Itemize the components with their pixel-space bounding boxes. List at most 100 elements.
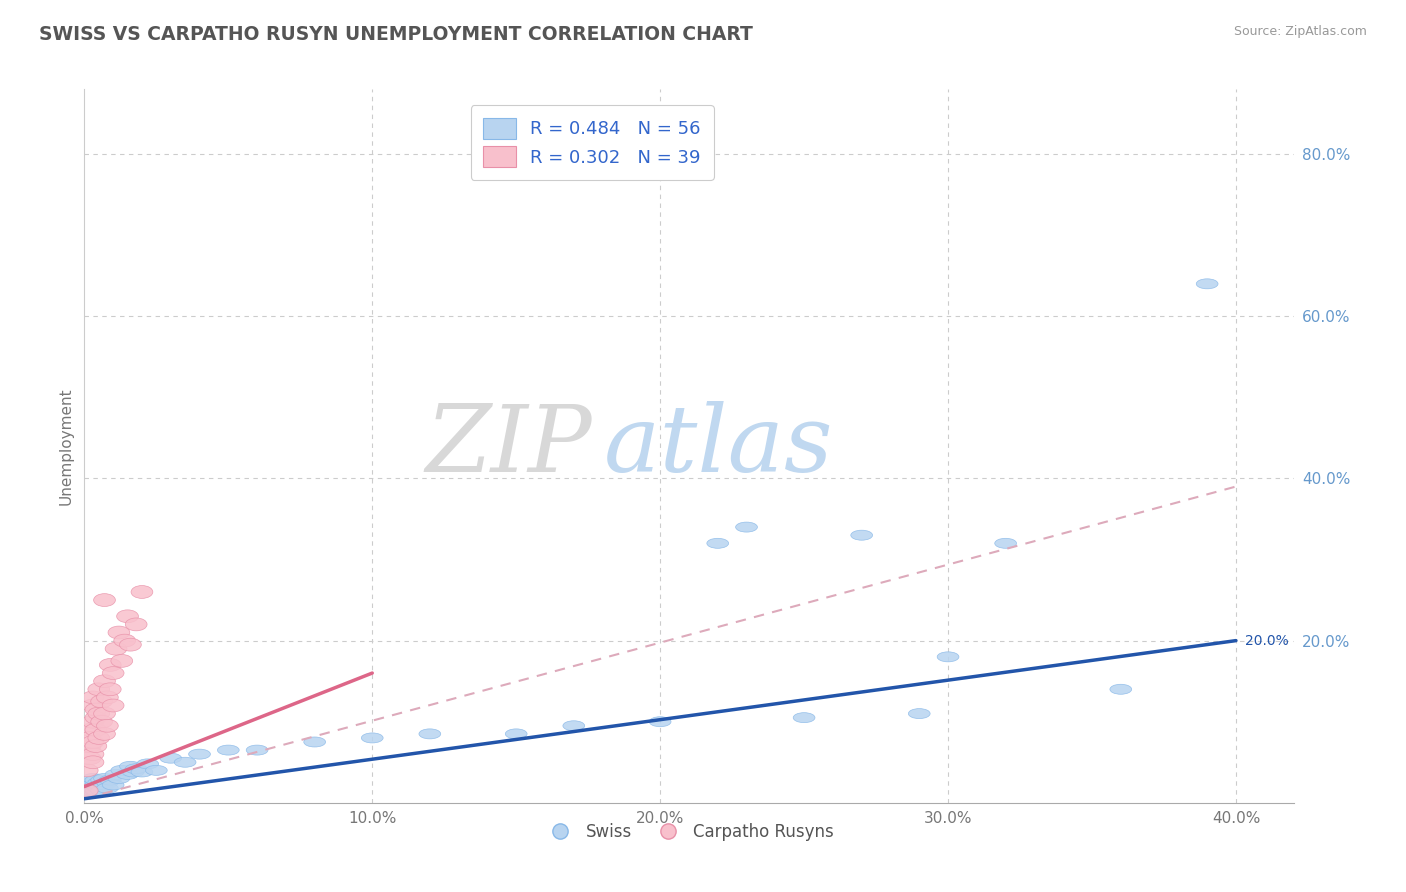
Ellipse shape — [97, 691, 118, 704]
Ellipse shape — [82, 699, 104, 712]
Ellipse shape — [100, 683, 121, 696]
Ellipse shape — [94, 707, 115, 720]
Ellipse shape — [505, 729, 527, 739]
Ellipse shape — [125, 764, 148, 773]
Ellipse shape — [131, 585, 153, 599]
Ellipse shape — [84, 739, 107, 753]
Ellipse shape — [120, 761, 142, 772]
Ellipse shape — [79, 723, 101, 736]
Ellipse shape — [97, 783, 118, 793]
Text: ZIP: ZIP — [426, 401, 592, 491]
Ellipse shape — [79, 780, 101, 790]
Ellipse shape — [87, 778, 110, 788]
Ellipse shape — [111, 765, 132, 775]
Ellipse shape — [97, 719, 118, 732]
Ellipse shape — [87, 783, 110, 793]
Text: SWISS VS CARPATHO RUSYN UNEMPLOYMENT CORRELATION CHART: SWISS VS CARPATHO RUSYN UNEMPLOYMENT COR… — [39, 25, 754, 44]
Ellipse shape — [125, 618, 148, 631]
Ellipse shape — [361, 733, 384, 743]
Ellipse shape — [87, 780, 110, 790]
Ellipse shape — [562, 721, 585, 731]
Ellipse shape — [111, 655, 132, 667]
Ellipse shape — [108, 626, 129, 639]
Ellipse shape — [76, 786, 98, 796]
Ellipse shape — [76, 784, 98, 797]
Ellipse shape — [131, 767, 153, 777]
Ellipse shape — [94, 674, 115, 688]
Ellipse shape — [103, 699, 124, 712]
Text: atlas: atlas — [605, 401, 834, 491]
Ellipse shape — [851, 530, 873, 541]
Ellipse shape — [122, 767, 145, 777]
Legend: Swiss, Carpatho Rusyns: Swiss, Carpatho Rusyns — [537, 817, 841, 848]
Ellipse shape — [793, 713, 815, 723]
Ellipse shape — [908, 708, 931, 719]
Text: 20.0%: 20.0% — [1244, 633, 1288, 648]
Ellipse shape — [82, 778, 104, 788]
Ellipse shape — [91, 775, 112, 785]
Ellipse shape — [79, 731, 101, 744]
Ellipse shape — [82, 783, 104, 793]
Ellipse shape — [84, 723, 107, 736]
Ellipse shape — [82, 736, 104, 748]
Ellipse shape — [94, 594, 115, 607]
Ellipse shape — [87, 683, 110, 696]
Ellipse shape — [87, 707, 110, 720]
Ellipse shape — [94, 780, 115, 790]
Ellipse shape — [82, 747, 104, 761]
Ellipse shape — [117, 610, 138, 623]
Ellipse shape — [79, 778, 101, 788]
Ellipse shape — [94, 728, 115, 740]
Ellipse shape — [82, 773, 104, 783]
Ellipse shape — [84, 781, 107, 791]
Ellipse shape — [84, 711, 107, 724]
Ellipse shape — [114, 634, 135, 647]
Ellipse shape — [994, 538, 1017, 549]
Ellipse shape — [100, 775, 121, 785]
Ellipse shape — [87, 731, 110, 744]
Ellipse shape — [304, 737, 326, 747]
Ellipse shape — [76, 764, 98, 777]
Ellipse shape — [82, 756, 104, 769]
Ellipse shape — [91, 786, 112, 796]
Ellipse shape — [419, 729, 440, 739]
Ellipse shape — [160, 753, 181, 764]
Ellipse shape — [84, 780, 107, 790]
Ellipse shape — [174, 757, 195, 767]
Ellipse shape — [136, 759, 159, 769]
Ellipse shape — [91, 781, 112, 791]
Ellipse shape — [145, 765, 167, 775]
Ellipse shape — [188, 749, 211, 759]
Ellipse shape — [117, 770, 138, 780]
Ellipse shape — [82, 691, 104, 704]
Ellipse shape — [91, 715, 112, 728]
Ellipse shape — [100, 658, 121, 672]
Ellipse shape — [108, 773, 129, 783]
Ellipse shape — [76, 781, 98, 791]
Ellipse shape — [246, 745, 269, 756]
Ellipse shape — [105, 770, 127, 780]
Ellipse shape — [91, 695, 112, 708]
Ellipse shape — [218, 745, 239, 756]
Ellipse shape — [82, 786, 104, 796]
Ellipse shape — [105, 642, 127, 655]
Ellipse shape — [1109, 684, 1132, 694]
Ellipse shape — [79, 752, 101, 764]
Ellipse shape — [82, 781, 104, 791]
Y-axis label: Unemployment: Unemployment — [58, 387, 73, 505]
Ellipse shape — [103, 666, 124, 680]
Ellipse shape — [84, 786, 107, 796]
Ellipse shape — [84, 703, 107, 716]
Ellipse shape — [97, 778, 118, 788]
Ellipse shape — [938, 652, 959, 662]
Ellipse shape — [120, 639, 142, 651]
Ellipse shape — [79, 783, 101, 793]
Ellipse shape — [82, 715, 104, 728]
Ellipse shape — [103, 780, 124, 790]
Ellipse shape — [735, 522, 758, 533]
Ellipse shape — [707, 538, 728, 549]
Ellipse shape — [94, 773, 115, 783]
Ellipse shape — [1197, 279, 1218, 289]
Ellipse shape — [650, 716, 671, 727]
Text: Source: ZipAtlas.com: Source: ZipAtlas.com — [1233, 25, 1367, 38]
